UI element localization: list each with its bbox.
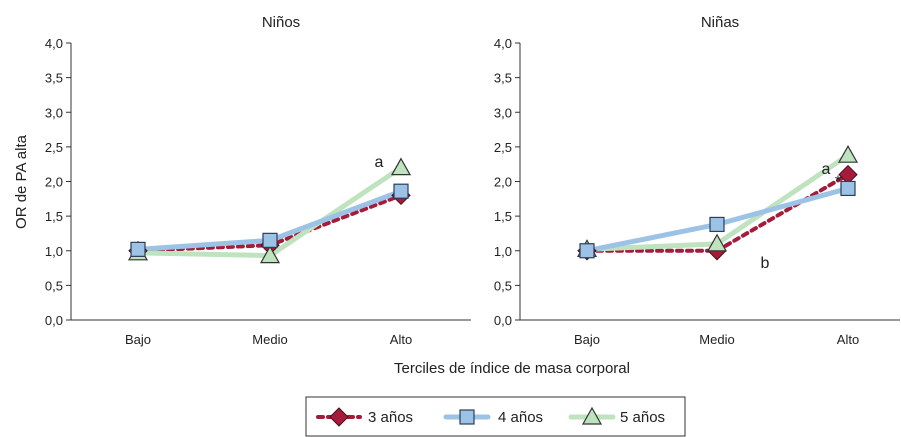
chart-panels: Niños 0,0 0,5 1,0 1,5 2,0 2,5 3,0 3,5 4,0 Bajo Medi… <box>45 14 900 347</box>
legend-marker <box>581 406 603 425</box>
y-tick-label: 3,5 <box>494 71 512 86</box>
y-axis-label: OR de PA alta <box>13 134 30 229</box>
legend: 3 años 4 años 5 años <box>305 396 686 437</box>
y-tick-label: 3,0 <box>45 105 63 120</box>
y-tick-label: 1,5 <box>45 209 63 224</box>
y-tick-label: 0,0 <box>494 313 512 328</box>
data-point <box>262 232 278 248</box>
panel-0: Niños 0,0 0,5 1,0 1,5 2,0 2,5 3,0 3,5 4,0 Bajo Medi… <box>45 14 471 347</box>
y-tick-label: 3,5 <box>45 71 63 86</box>
y-tick-label: 1,0 <box>494 244 512 259</box>
x-tick-label: Bajo <box>574 332 600 347</box>
chart-title: Niños <box>262 14 300 31</box>
y-tick-label: 2,0 <box>494 175 512 190</box>
annotation: a <box>822 161 831 178</box>
y-tick-label: 1,0 <box>45 244 63 259</box>
y-tick-label: 1,5 <box>494 209 512 224</box>
data-point <box>706 233 728 252</box>
data-point <box>837 144 859 163</box>
y-tick-label: 3,0 <box>494 105 512 120</box>
annotation: b <box>761 255 770 272</box>
legend-label: 5 años <box>620 409 665 426</box>
y-tick-label: 2,5 <box>45 140 63 155</box>
x-tick-label: Medio <box>699 332 734 347</box>
y-tick-label: 0,0 <box>45 313 63 328</box>
y-tick-label: 0,5 <box>45 278 63 293</box>
legend-box <box>305 396 686 437</box>
y-tick-label: 4,0 <box>494 36 512 51</box>
legend-marker <box>459 409 475 425</box>
data-point <box>393 183 409 199</box>
x-axis-label: Terciles de índice de masa corporal <box>394 360 630 377</box>
x-tick-label: Alto <box>390 332 412 347</box>
data-point <box>390 157 412 176</box>
y-tick-label: 2,5 <box>494 140 512 155</box>
annotation: * <box>835 174 841 191</box>
data-point <box>579 243 595 259</box>
legend-marker <box>329 407 349 427</box>
x-tick-label: Medio <box>252 332 287 347</box>
data-point <box>840 180 856 197</box>
annotation: a <box>375 154 384 171</box>
x-tick-label: Alto <box>837 332 859 347</box>
panel-1: Niñas 0,0 0,5 1,0 1,5 2,0 2,5 3,0 3,5 4,0 Bajo Medi… <box>494 14 900 347</box>
legend-label: 4 años <box>498 409 543 426</box>
y-tick-label: 4,0 <box>45 36 63 51</box>
chart-title: Niñas <box>701 14 739 31</box>
x-tick-label: Bajo <box>125 332 151 347</box>
data-point <box>130 241 146 257</box>
data-point <box>259 245 281 264</box>
data-point <box>709 216 725 233</box>
y-tick-label: 0,5 <box>494 278 512 293</box>
legend-label: 3 años <box>368 409 413 426</box>
y-tick-label: 2,0 <box>45 175 63 190</box>
